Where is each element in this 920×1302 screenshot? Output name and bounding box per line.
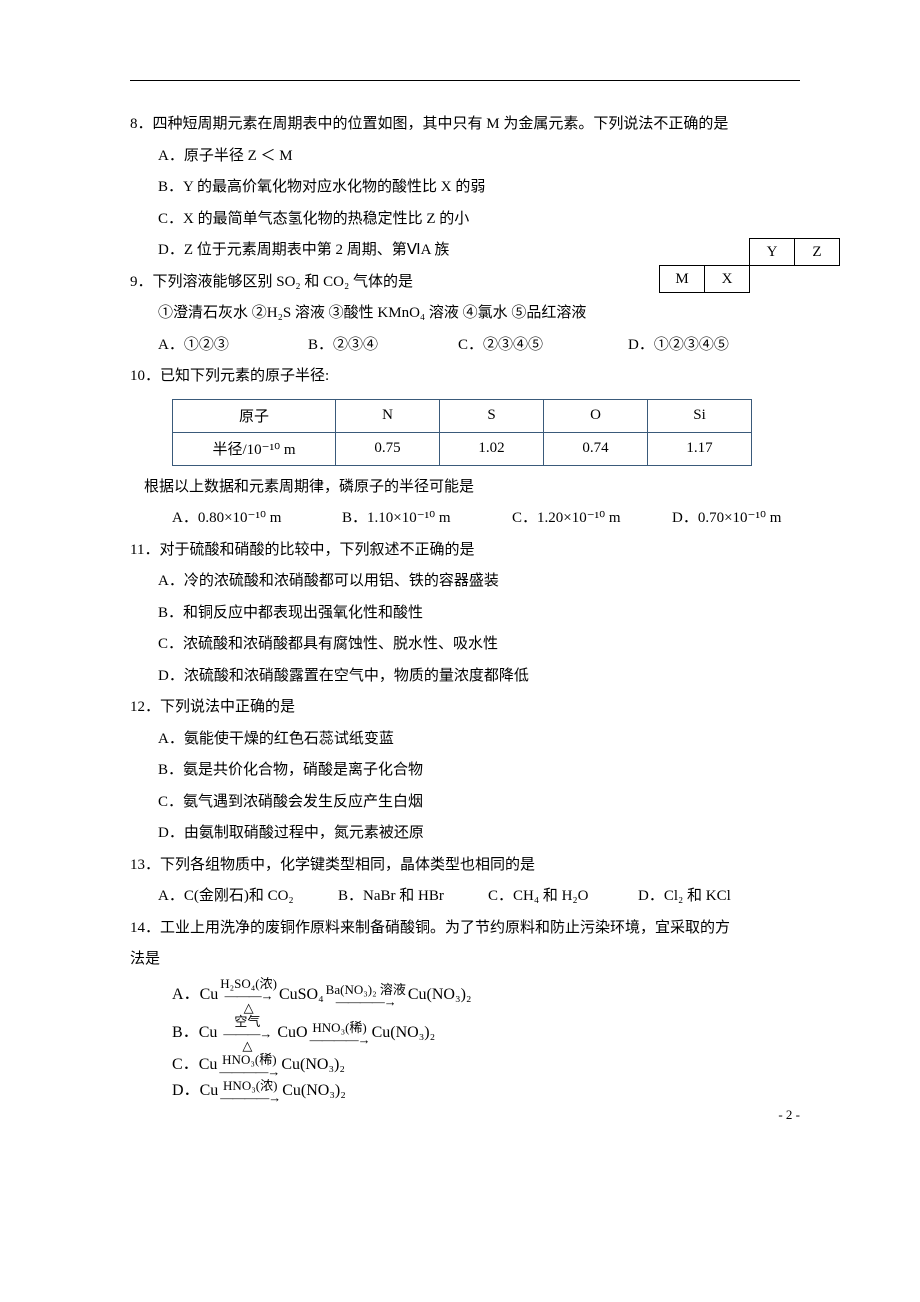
q9-opt-b: B．②③④ (308, 330, 458, 362)
q10-line2: 根据以上数据和元素周期律，磷原子的半径可能是 (130, 472, 800, 504)
arrow-icon: Ba(NO₃)₂ 溶液 ————→ (326, 983, 406, 1008)
q12-opt-c: C．氨气遇到浓硝酸会发生反应产生白烟 (130, 787, 800, 819)
q8-opt-b: B．Y 的最高价氧化物对应水化物的酸性比 X 的弱 (130, 172, 800, 204)
pt-cell-x: X (705, 266, 750, 293)
q14-stem1: 14．工业上用洗净的废铜作原料来制备硝酸铜。为了节约原料和防止污染环境，宜采取的… (130, 913, 800, 945)
rt-r3: 0.74 (544, 432, 648, 465)
species-cu: Cu (199, 1021, 218, 1045)
pt-cell-y: Y (750, 239, 795, 266)
q14-opt-b: B． Cu 空气 ———→ △ CuO HNO₃(稀) ————→ Cu(NO₃… (130, 1015, 800, 1052)
q13-opt-a: A．C(金刚石)和 CO₂ (158, 881, 338, 913)
q10-opt-d: D．0.70×10⁻¹⁰ m (672, 503, 781, 535)
q14-label-d: D． (172, 1079, 200, 1103)
q13-opt-b: B．NaBr 和 HBr (338, 881, 488, 913)
q13-opt-d: D．Cl₂ 和 KCl (638, 881, 731, 913)
q11-opt-a: A．冷的浓硫酸和浓硝酸都可以用铝、铁的容器盛装 (130, 566, 800, 598)
species-cuno32: Cu(NO₃)₂ (282, 1079, 346, 1103)
rt-h4: Si (648, 399, 752, 432)
q8-stem: 8．四种短周期元素在周期表中的位置如图，其中只有 M 为金属元素。下列说法不正确… (130, 109, 800, 141)
q11-opt-c: C．浓硫酸和浓硝酸都具有腐蚀性、脱水性、吸水性 (130, 629, 800, 661)
radius-table: 原子 N S O Si 半径/10⁻¹⁰ m 0.75 1.02 0.74 1.… (172, 399, 752, 466)
q9-opt-c: C．②③④⑤ (458, 330, 628, 362)
q14-label-b: B． (172, 1021, 199, 1045)
rt-h1: N (336, 399, 440, 432)
q14-label-a: A． (172, 983, 200, 1007)
q11-opt-b: B．和铜反应中都表现出强氧化性和酸性 (130, 598, 800, 630)
q13-options: A．C(金刚石)和 CO₂ B．NaBr 和 HBr C．CH₄ 和 H₂O D… (130, 881, 800, 913)
page-number: - 2 - (778, 1107, 800, 1123)
q13-opt-c: C．CH₄ 和 H₂O (488, 881, 638, 913)
rt-h2: S (440, 399, 544, 432)
q12-opt-b: B．氨是共价化合物，硝酸是离子化合物 (130, 755, 800, 787)
q10-stem: 10．已知下列元素的原子半径: (130, 361, 800, 393)
rt-h3: O (544, 399, 648, 432)
q12-opt-d: D．由氨制取硝酸过程中，氮元素被还原 (130, 818, 800, 850)
q9-opt-d: D．①②③④⑤ (628, 330, 729, 362)
q13-stem: 13．下列各组物质中，化学键类型相同，晶体类型也相同的是 (130, 850, 800, 882)
q10-opt-a: A．0.80×10⁻¹⁰ m (172, 503, 342, 535)
q12-opt-a: A．氨能使干燥的红色石蕊试纸变蓝 (130, 724, 800, 756)
species-cuso4: CuSO₄ (279, 983, 324, 1007)
q11-opt-d: D．浓硫酸和浓硝酸露置在空气中，物质的量浓度都降低 (130, 661, 800, 693)
species-cu: Cu (200, 983, 219, 1007)
q10-options: A．0.80×10⁻¹⁰ m B．1.10×10⁻¹⁰ m C．1.20×10⁻… (130, 503, 800, 535)
q14-label-c: C． (172, 1053, 199, 1077)
species-cuno32: Cu(NO₃)₂ (372, 1021, 436, 1045)
q8-opt-a: A．原子半径 Z ＜ M (130, 141, 800, 173)
q12-stem: 12．下列说法中正确的是 (130, 692, 800, 724)
q14-opt-a: A． Cu H₂SO₄(浓) ———→ △ CuSO₄ Ba(NO₃)₂ 溶液 … (130, 977, 800, 1014)
rt-r2: 1.02 (440, 432, 544, 465)
q10-opt-c: C．1.20×10⁻¹⁰ m (512, 503, 672, 535)
q14-opt-d: D． Cu HNO₃(浓) ————→ Cu(NO₃)₂ (130, 1079, 800, 1104)
species-cuno32: Cu(NO₃)₂ (281, 1053, 345, 1077)
arrow-icon: HNO₃(稀) ————→ (310, 1021, 370, 1046)
q9-options: A．①②③ B．②③④ C．②③④⑤ D．①②③④⑤ (130, 330, 800, 362)
arrow-icon: 空气 ———→ △ (219, 1015, 275, 1052)
species-cu: Cu (200, 1079, 219, 1103)
q9-opt-a: A．①②③ (158, 330, 308, 362)
rt-r1: 0.75 (336, 432, 440, 465)
q10-opt-b: B．1.10×10⁻¹⁰ m (342, 503, 512, 535)
q14-opt-c: C． Cu HNO₃(稀) ————→ Cu(NO₃)₂ (130, 1053, 800, 1078)
rt-r4: 1.17 (648, 432, 752, 465)
species-cu: Cu (199, 1053, 218, 1077)
arrow-icon: HNO₃(浓) ————→ (220, 1079, 280, 1104)
q9-choices: ①澄清石灰水 ②H₂S 溶液 ③酸性 KMnO₄ 溶液 ④氯水 ⑤品红溶液 (130, 298, 800, 330)
q14-stem2: 法是 (130, 944, 800, 976)
arrow-icon: H₂SO₄(浓) ———→ △ (220, 977, 277, 1014)
species-cuno32: Cu(NO₃)₂ (408, 983, 472, 1007)
rt-r0: 半径/10⁻¹⁰ m (173, 432, 336, 465)
q11-stem: 11．对于硫酸和硝酸的比较中，下列叙述不正确的是 (130, 535, 800, 567)
pt-cell-m: M (660, 266, 705, 293)
pt-cell-z: Z (795, 239, 840, 266)
species-cuo: CuO (277, 1021, 307, 1045)
q8-opt-c: C．X 的最简单气态氢化物的热稳定性比 Z 的小 (130, 204, 800, 236)
arrow-icon: HNO₃(稀) ————→ (219, 1053, 279, 1078)
periodic-table-fragment: Y Z M X (659, 238, 840, 293)
rt-h0: 原子 (173, 399, 336, 432)
